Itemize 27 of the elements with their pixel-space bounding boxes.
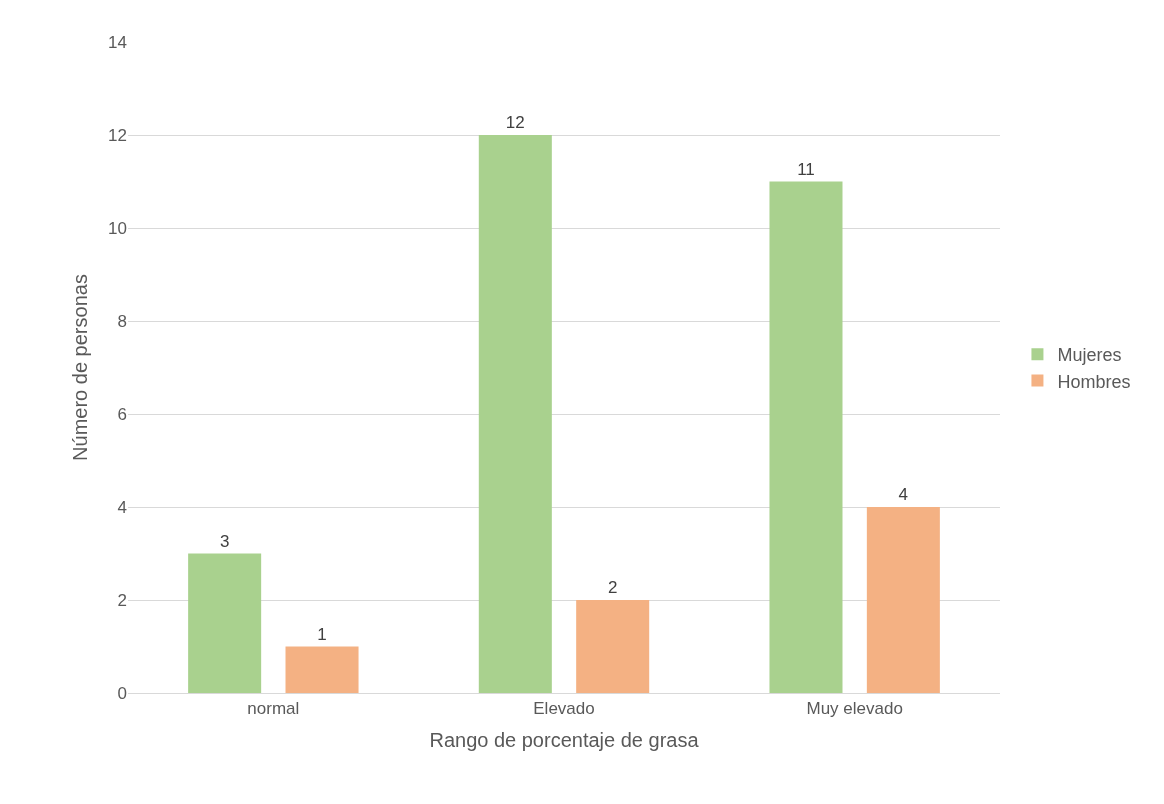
data-label: 1: [317, 624, 327, 644]
data-label: 4: [898, 485, 909, 504]
bar: [866, 507, 940, 693]
y-tick-label: 4: [117, 497, 127, 517]
data-label: 12: [505, 113, 525, 132]
x-axis-title: Rango de porcentaje de grasa: [429, 728, 700, 751]
bar: [285, 646, 359, 693]
x-tick-label: Elevado: [533, 699, 595, 719]
x-tick-label: normal: [247, 699, 300, 719]
y-tick-label: 10: [108, 218, 127, 238]
y-tick-label: 2: [117, 590, 127, 610]
legend-label: Hombres: [1057, 371, 1131, 392]
bar: [576, 600, 650, 693]
y-tick-label: 14: [108, 32, 127, 52]
data-label: 2: [607, 578, 618, 597]
legend-label: Mujeres: [1057, 345, 1122, 366]
x-tick-label: Muy elevado: [806, 699, 903, 719]
bar: [769, 181, 843, 693]
y-axis-title: Número de personas: [68, 274, 91, 461]
data-label: 3: [219, 531, 230, 551]
y-tick-label: 6: [117, 404, 127, 424]
bar: [478, 135, 552, 693]
y-tick-label: 12: [108, 125, 127, 145]
data-label: 11: [797, 159, 815, 179]
y-tick-label: 0: [117, 683, 127, 703]
y-tick-label: 8: [117, 311, 127, 331]
bar: [188, 553, 262, 693]
